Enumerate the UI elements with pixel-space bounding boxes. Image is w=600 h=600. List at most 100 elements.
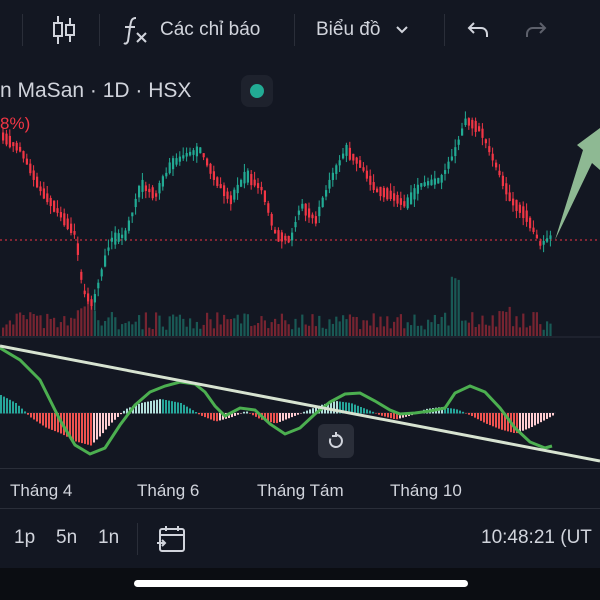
bottom-divider	[137, 523, 138, 555]
volume-bar	[15, 313, 18, 336]
clock-timezone[interactable]: 10:48:21 (UT	[481, 527, 592, 548]
volume-bar	[5, 324, 8, 336]
undo-button[interactable]	[466, 12, 490, 48]
candle-body	[437, 177, 440, 184]
histogram-bar	[114, 413, 116, 420]
volume-bar	[178, 314, 181, 336]
candle-body	[236, 184, 239, 194]
candle-body	[508, 192, 511, 202]
time-axis[interactable]: Tháng 4 Tháng 6 Tháng Tám Tháng 10	[0, 468, 600, 509]
volume-bar	[233, 318, 236, 336]
histogram-bar	[210, 413, 212, 420]
histogram-bar	[543, 413, 545, 421]
candle-body	[301, 203, 304, 209]
candle-body	[90, 299, 93, 307]
histogram-bar	[201, 413, 203, 416]
candle-body	[474, 120, 477, 132]
candle-body	[338, 160, 341, 166]
volume-bar	[406, 322, 409, 336]
price-chart[interactable]	[0, 60, 600, 468]
volume-bar	[32, 314, 35, 336]
home-indicator-area	[0, 568, 600, 600]
candle-body	[172, 158, 175, 170]
candle-body	[481, 128, 484, 138]
symbol-legend[interactable]: n MaSan · 1D · HSX	[0, 79, 192, 102]
histogram-bar	[243, 411, 245, 414]
candle-body	[83, 290, 86, 295]
candle-body	[410, 192, 413, 205]
histogram-bar	[249, 413, 251, 414]
candle-body	[29, 163, 32, 174]
candle-body	[457, 139, 460, 145]
volume-bar	[49, 318, 52, 336]
histogram-bar	[483, 413, 485, 423]
range-button-1p[interactable]: 1p	[14, 527, 36, 548]
candle-body	[461, 128, 464, 136]
candle-body	[46, 193, 49, 203]
chart-area[interactable]	[0, 60, 600, 468]
volume-bar	[229, 318, 232, 336]
candle-body	[464, 118, 467, 126]
volume-bar	[121, 324, 124, 336]
candle-body	[182, 155, 185, 159]
candle-body	[19, 146, 22, 152]
histogram-bar	[270, 413, 272, 423]
volume-bar	[396, 317, 399, 336]
drawn-trendline[interactable]	[0, 344, 600, 463]
volume-bar	[474, 327, 477, 336]
market-status-button[interactable]	[241, 75, 273, 107]
volume-bar	[382, 326, 385, 336]
volume-bar	[318, 315, 321, 336]
candle-body	[352, 153, 355, 161]
volume-bar	[144, 312, 147, 336]
histogram-bar	[231, 413, 233, 418]
candle-body	[260, 186, 263, 191]
range-button-5n[interactable]: 5n	[56, 527, 78, 548]
histogram-bar	[402, 413, 404, 418]
histogram-bar	[285, 413, 287, 420]
volume-bar	[325, 328, 328, 336]
volume-bar	[359, 329, 362, 336]
volume-bar	[450, 276, 453, 336]
candlestick-chart-button[interactable]	[50, 12, 78, 48]
range-button-1n[interactable]: 1n	[98, 527, 120, 548]
histogram-bar	[81, 413, 83, 444]
volume-bar	[66, 325, 69, 336]
histogram-bar	[150, 401, 152, 414]
volume-bar	[209, 319, 212, 336]
histogram-bar	[18, 405, 20, 414]
volume-bar	[471, 312, 474, 336]
go-to-date-button[interactable]	[156, 523, 188, 560]
volume-bar	[362, 320, 365, 336]
candle-body	[430, 179, 433, 186]
volume-bar	[110, 312, 113, 336]
histogram-bar	[27, 413, 29, 415]
volume-bar	[59, 322, 62, 336]
volume-bar	[542, 329, 545, 336]
chart-type-dropdown[interactable]: Biểu đồ	[316, 12, 410, 48]
histogram-bar	[453, 408, 455, 414]
candle-body	[209, 163, 212, 174]
reset-chart-button[interactable]	[318, 424, 354, 458]
candle-body	[348, 147, 351, 160]
indicators-button[interactable]: Các chỉ báo	[122, 12, 260, 48]
volume-bar	[165, 329, 168, 336]
histogram-bar	[177, 402, 179, 414]
candle-body	[243, 171, 246, 184]
volume-bar	[447, 325, 450, 336]
home-indicator[interactable]	[134, 580, 468, 587]
candle-body	[304, 203, 307, 216]
redo-button[interactable]	[524, 12, 548, 48]
histogram-bar	[207, 413, 209, 419]
histogram-bar	[237, 413, 239, 415]
candle-body	[15, 142, 18, 151]
histogram-bar	[447, 407, 449, 414]
candle-body	[420, 183, 423, 187]
volume-bar	[410, 325, 413, 336]
histogram-bar	[441, 407, 443, 414]
candle-body	[345, 144, 348, 156]
volume-bar	[195, 321, 198, 336]
candle-body	[5, 133, 8, 145]
histogram-bar	[6, 398, 8, 414]
trend-arrow-drawing[interactable]	[555, 128, 600, 240]
